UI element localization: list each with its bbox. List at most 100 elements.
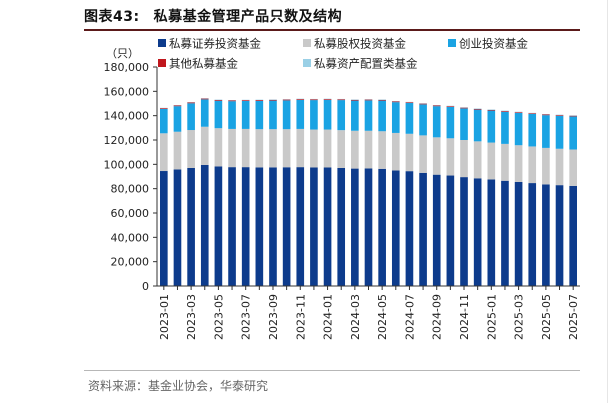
bar-segment-2023-08-s3 (255, 100, 264, 101)
legend-label-2: 创业投资基金 (459, 37, 528, 51)
legend-label-3: 其他私募基金 (169, 57, 238, 71)
bar-segment-2025-07-s3 (569, 115, 577, 117)
bar-segment-2024-12-s2 (473, 109, 482, 142)
bar-segment-2024-05-s3 (378, 99, 386, 101)
bar-segment-2023-01-s2 (160, 108, 168, 134)
bar-segment-2024-08-s1 (419, 135, 427, 173)
y-tick-label: 0 (142, 280, 149, 293)
bar-segment-2024-05-s1 (378, 131, 386, 169)
bar-segment-2023-04-s2 (200, 99, 209, 127)
bar-segment-2024-03-s2 (351, 100, 359, 131)
bar-segment-2025-06-s0 (555, 185, 564, 286)
bar-segment-2025-01-s3 (487, 109, 496, 111)
bar-segment-2025-05-s2 (542, 115, 550, 148)
bar-segment-2025-04-s1 (528, 146, 537, 184)
bar-segment-2024-01-s1 (323, 129, 332, 168)
legend-label-0: 私募证券投资基金 (169, 37, 261, 51)
bar-segment-2024-10-s0 (446, 175, 455, 286)
bar-segment-2023-05-s1 (214, 128, 223, 167)
bar-segment-2025-04-s0 (528, 183, 537, 286)
bar-segment-2023-02-s1 (173, 131, 182, 170)
bar-segment-2023-10-s1 (282, 129, 291, 168)
bar-segment-2023-11-s0 (296, 167, 305, 286)
bar-segment-2024-05-s0 (378, 168, 386, 286)
x-tick-label: 2024-09 (431, 294, 444, 340)
bar-segment-2023-07-s3 (241, 100, 250, 101)
bar-segment-2023-03-s2 (187, 103, 195, 131)
bar-segment-2024-11-s1 (460, 140, 468, 178)
y-tick-label: 180,000 (104, 61, 150, 74)
bar-segment-2024-07-s0 (405, 171, 414, 286)
legend-swatch-2 (448, 39, 456, 47)
bar-segment-2023-07-s2 (241, 100, 250, 129)
x-tick-label: 2024-05 (376, 294, 389, 340)
x-tick-label: 2023-05 (212, 294, 225, 340)
bar-segment-2024-09-s1 (432, 137, 441, 175)
bar-segment-2025-06-s3 (555, 115, 564, 116)
bar-segment-2024-09-s2 (432, 106, 441, 138)
bar-segment-2023-11-s1 (296, 128, 305, 168)
x-tick-label: 2023-07 (240, 294, 253, 340)
bar-segment-2024-03-s3 (351, 99, 359, 101)
bar-segment-2023-07-s0 (241, 167, 250, 286)
bar-segment-2025-01-s2 (487, 110, 496, 143)
bar-segment-2023-08-s2 (255, 100, 264, 130)
axes-layer: 0 20,000 40,000 60,000 80,000 100,000 120,000 1… (104, 61, 581, 340)
page-edge-line (607, 0, 608, 403)
legend-swatch-4 (303, 59, 311, 67)
x-tick-label: 2023-11 (294, 294, 307, 340)
bar-segment-2024-09-s0 (432, 174, 441, 286)
bar-segment-2023-08-s1 (255, 129, 264, 168)
source-note: 资料来源：基金业协会，华泰研究 (88, 379, 269, 393)
bar-segment-2023-04-s1 (200, 126, 209, 165)
bar-segment-2024-07-s3 (405, 102, 414, 104)
bar-segment-2023-09-s1 (269, 129, 277, 168)
bar-segment-2024-06-s0 (391, 170, 400, 286)
x-tick-label: 2023-03 (185, 294, 198, 340)
legend-label-1: 私募股权投资基金 (314, 37, 406, 51)
figure-label: 图表43: (84, 9, 140, 25)
bar-segment-2023-12-s1 (310, 129, 318, 168)
bar-segment-2024-10-s2 (446, 106, 455, 139)
y-tick-label: 40,000 (111, 231, 150, 244)
bar-segment-2024-01-s3 (323, 99, 332, 100)
bar-segment-2025-07-s2 (569, 116, 577, 150)
bar-segment-2023-03-s3 (187, 102, 195, 104)
y-tick-label: 100,000 (104, 158, 150, 171)
bar-segment-2025-05-s3 (542, 114, 550, 116)
bar-segment-2023-03-s1 (187, 130, 195, 168)
x-tick-label: 2023-09 (267, 294, 280, 340)
bar-segment-2023-04-s3 (200, 98, 209, 100)
bar-segment-2023-05-s3 (214, 99, 223, 101)
x-tick-label: 2025-07 (567, 294, 580, 340)
bar-segment-2023-09-s2 (269, 100, 277, 130)
figure-title-text: 私募基金管理产品只数及结构 (153, 9, 343, 25)
title-rule (84, 29, 580, 31)
y-axis-unit-label: （只） (106, 47, 139, 60)
bar-segment-2024-11-s0 (460, 177, 468, 286)
bar-segment-2025-02-s2 (501, 111, 509, 144)
legend-swatch-0 (158, 39, 166, 47)
bar-segment-2025-06-s2 (555, 115, 564, 149)
bar-segment-2023-10-s0 (282, 167, 291, 286)
bar-segment-2023-09-s3 (269, 99, 277, 101)
bar-segment-2025-07-s1 (569, 149, 577, 186)
bar-segment-2023-07-s1 (241, 128, 250, 168)
bar-segment-2023-03-s0 (187, 167, 195, 286)
bar-segment-2024-04-s2 (364, 100, 373, 131)
bar-segment-2023-10-s3 (282, 99, 291, 101)
bars-layer (160, 98, 577, 287)
bar-segment-2023-05-s0 (214, 166, 223, 286)
bar-segment-2024-03-s1 (351, 130, 359, 169)
bar-segment-2023-06-s1 (228, 128, 236, 168)
bar-segment-2024-06-s1 (391, 132, 400, 171)
bar-segment-2024-05-s2 (378, 100, 386, 132)
bar-segment-2024-03-s0 (351, 168, 359, 286)
x-tick-label: 2024-07 (403, 294, 416, 340)
bar-segment-2025-02-s1 (501, 143, 509, 181)
bar-segment-2023-12-s2 (310, 100, 318, 130)
x-tick-label: 2024-03 (349, 294, 362, 340)
bar-segment-2024-08-s3 (419, 103, 427, 105)
